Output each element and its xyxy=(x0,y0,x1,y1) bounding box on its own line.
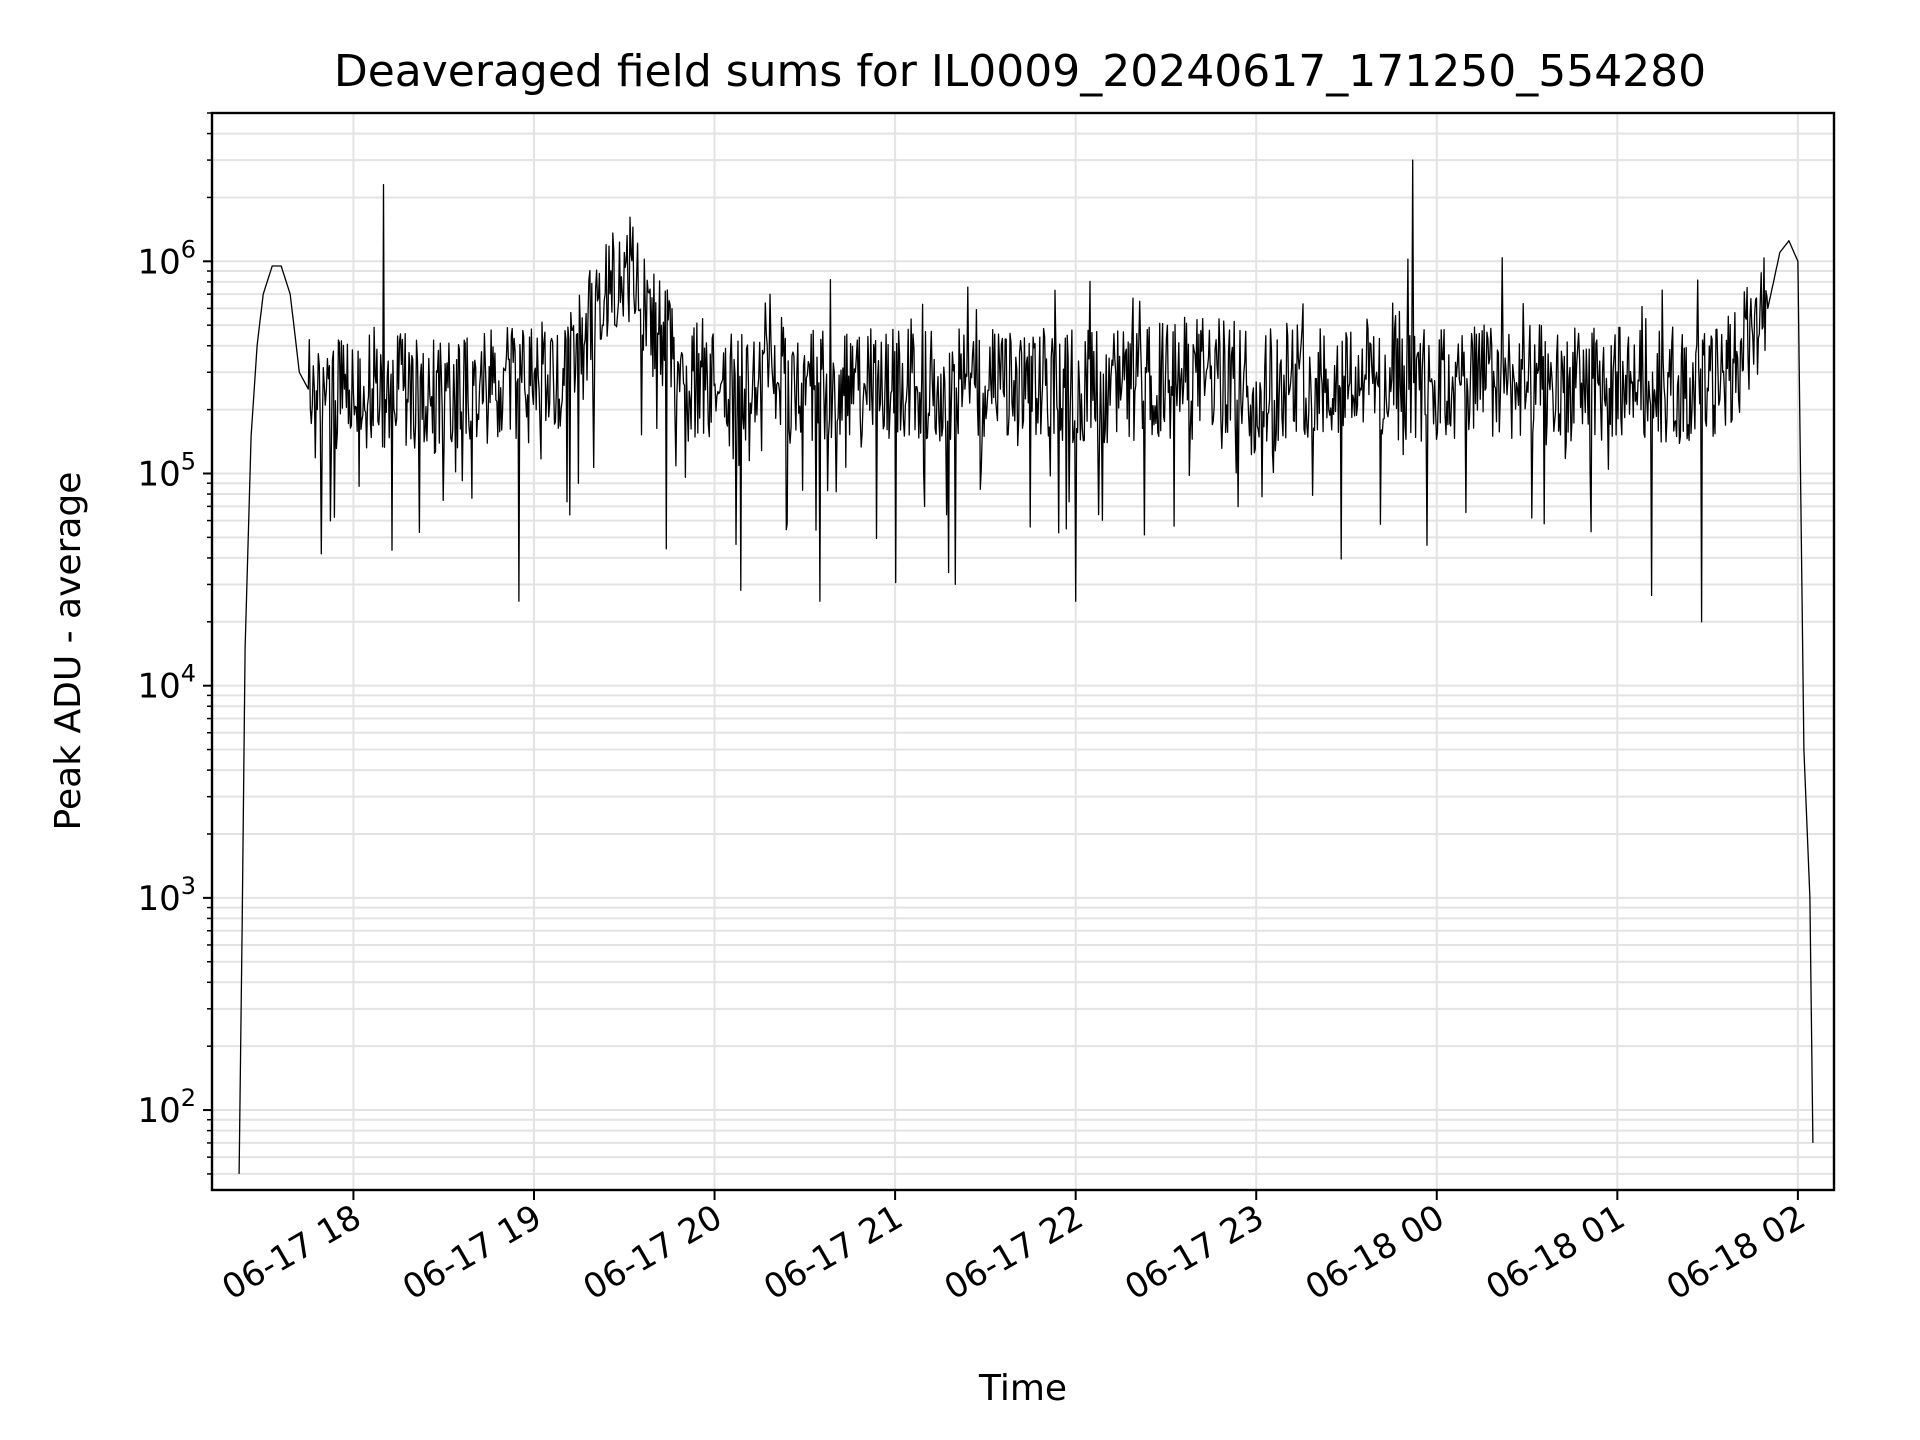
y-tick-label: 103 xyxy=(137,872,196,919)
y-tick-label: 105 xyxy=(137,447,196,494)
y-tick-base: 10 xyxy=(137,1091,180,1131)
chart-title: Deaveraged field sums for IL0009_2024061… xyxy=(334,46,1706,97)
y-tick-exponent: 4 xyxy=(181,660,196,688)
y-tick-label: 106 xyxy=(137,235,196,282)
plot-frame xyxy=(210,111,1836,1192)
y-tick-exponent: 6 xyxy=(181,235,196,263)
x-tick-label: 06-17 21 xyxy=(757,1197,909,1308)
y-tick-base: 10 xyxy=(137,454,180,494)
x-tick-label: 06-17 18 xyxy=(216,1197,368,1308)
x-tick-label: 06-17 23 xyxy=(1118,1197,1270,1308)
y-tick-exponent: 3 xyxy=(181,872,196,900)
x-tick-label: 06-17 20 xyxy=(577,1197,729,1308)
y-tick-base: 10 xyxy=(137,879,180,919)
y-tick-label: 104 xyxy=(137,660,196,707)
series-line-0 xyxy=(238,159,1814,1174)
y-axis-label: Peak ADU - average xyxy=(48,472,89,831)
y-tick-base: 10 xyxy=(137,242,180,282)
x-axis-label: Time xyxy=(978,1368,1067,1409)
y-tick-exponent: 5 xyxy=(181,447,196,475)
series-layer xyxy=(238,159,1814,1174)
y-tick-exponent: 2 xyxy=(181,1084,196,1112)
x-tick-label: 06-17 22 xyxy=(938,1197,1090,1308)
x-tick-label: 06-18 01 xyxy=(1479,1197,1631,1308)
x-tick-label: 06-18 00 xyxy=(1299,1197,1451,1308)
x-tick-label: 06-17 19 xyxy=(396,1197,548,1308)
y-tick-base: 10 xyxy=(137,667,180,707)
x-tick-label: 06-18 02 xyxy=(1660,1197,1812,1308)
y-tick-label: 102 xyxy=(137,1084,196,1131)
grid-layer xyxy=(212,112,1834,1190)
